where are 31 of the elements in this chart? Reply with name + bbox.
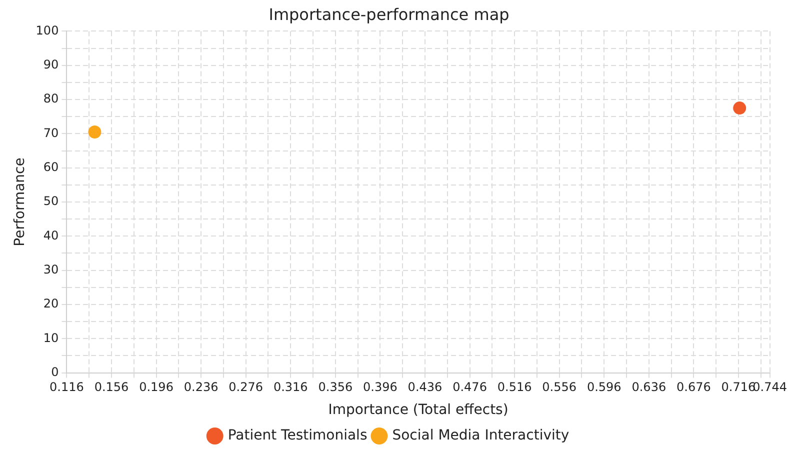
x-tick-label: 0.476	[452, 380, 487, 394]
x-tick-label: 0.516	[497, 380, 532, 394]
y-tick-label: 100	[36, 23, 59, 38]
x-tick-label: 0.396	[363, 380, 398, 394]
x-tick-label: 0.276	[228, 380, 264, 394]
y-tick-label: 40	[43, 228, 59, 242]
x-tick-label: 0.236	[184, 380, 218, 394]
y-tick-label: 80	[43, 92, 59, 106]
y-tick-label: 70	[43, 126, 59, 140]
y-tick-label: 20	[43, 296, 59, 311]
y-tick-label: 60	[43, 160, 59, 174]
y-tick-label: 90	[43, 57, 59, 72]
y-tick-label: 50	[43, 194, 59, 208]
x-tick-label: 0.436	[408, 380, 442, 394]
y-tick-label: 0	[51, 364, 59, 379]
x-tick-label: 0.116	[50, 380, 84, 394]
x-tick-label: 0.156	[94, 380, 129, 394]
y-tick-label: 30	[43, 262, 59, 276]
x-tick-label: 0.356	[318, 380, 353, 394]
y-tick-label: 10	[43, 330, 59, 345]
x-axis-title: Importance (Total effects)	[328, 402, 508, 418]
x-tick-label: 0.196	[139, 380, 174, 394]
legend-label: Patient Testimonials	[228, 428, 368, 444]
x-tick-label: 0.636	[632, 380, 666, 394]
x-tick-label: 0.316	[273, 380, 308, 394]
y-axis-title: Performance	[12, 158, 28, 246]
x-tick-label: 0.676	[676, 380, 711, 394]
x-tick-label: 0.556	[542, 380, 577, 394]
x-tick-label: 0.596	[586, 380, 622, 394]
legend-label: Social Media Interactivity	[392, 428, 570, 444]
chart-title: Importance-performance map	[268, 4, 510, 24]
